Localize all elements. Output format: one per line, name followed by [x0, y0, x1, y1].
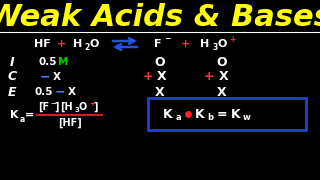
- Text: a: a: [175, 114, 181, 123]
- Text: 3: 3: [75, 107, 79, 113]
- Text: I: I: [10, 55, 14, 69]
- Text: C: C: [7, 71, 17, 84]
- Text: +: +: [89, 101, 95, 107]
- Text: [H: [H: [60, 102, 72, 112]
- Bar: [148, 98, 306, 130]
- Text: K: K: [10, 110, 18, 120]
- Text: =: =: [217, 107, 227, 120]
- Text: O: O: [79, 102, 87, 112]
- Text: 2: 2: [84, 42, 90, 51]
- Text: H: H: [200, 39, 210, 49]
- Text: ]: ]: [94, 102, 98, 112]
- Text: a: a: [20, 114, 25, 123]
- Text: +: +: [204, 71, 214, 84]
- Text: +: +: [229, 35, 235, 44]
- Text: O: O: [217, 39, 227, 49]
- Text: w: w: [243, 114, 251, 123]
- Text: +: +: [143, 71, 153, 84]
- Text: F: F: [154, 39, 162, 49]
- Text: +: +: [57, 39, 67, 49]
- Text: E: E: [8, 86, 16, 98]
- Text: −: −: [50, 101, 56, 107]
- Text: [F: [F: [38, 102, 50, 112]
- Text: HF: HF: [34, 39, 50, 49]
- Text: O: O: [155, 55, 165, 69]
- Text: ]: ]: [55, 102, 59, 112]
- Text: K: K: [231, 107, 241, 120]
- Text: 3: 3: [212, 42, 218, 51]
- Text: X: X: [217, 86, 227, 98]
- Text: =: =: [25, 110, 35, 120]
- Text: X: X: [219, 71, 229, 84]
- Text: 0.5: 0.5: [35, 87, 53, 97]
- Text: −: −: [40, 71, 50, 84]
- Text: 0.5: 0.5: [39, 57, 57, 67]
- Text: M: M: [58, 57, 68, 67]
- Text: X: X: [157, 71, 167, 84]
- Text: X: X: [68, 87, 76, 97]
- Text: K: K: [195, 107, 205, 120]
- Text: K: K: [163, 107, 173, 120]
- Text: Weak Acids & Bases: Weak Acids & Bases: [0, 3, 320, 33]
- Text: O: O: [89, 39, 99, 49]
- Text: H: H: [73, 39, 83, 49]
- Text: −: −: [55, 86, 65, 98]
- Text: O: O: [217, 55, 227, 69]
- Text: X: X: [53, 72, 61, 82]
- Text: [HF]: [HF]: [58, 118, 82, 128]
- Text: −: −: [164, 35, 170, 44]
- Text: b: b: [207, 114, 213, 123]
- Text: X: X: [155, 86, 165, 98]
- Text: +: +: [180, 39, 190, 49]
